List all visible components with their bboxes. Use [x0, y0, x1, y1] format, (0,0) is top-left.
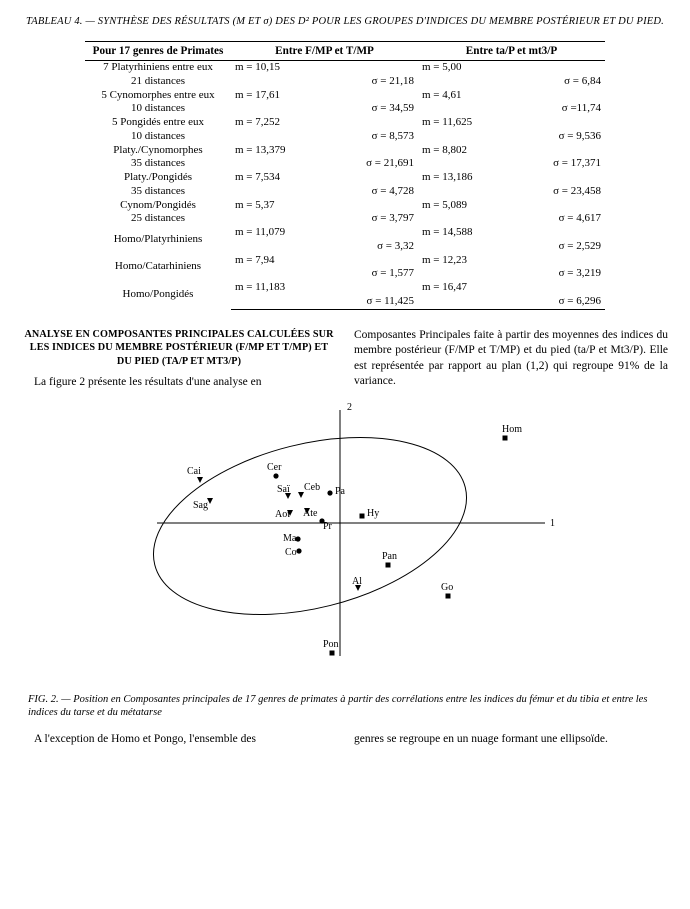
svg-text:Co: Co [285, 547, 297, 558]
analysis-text-left: La figure 2 présente les résultats d'une… [22, 375, 336, 391]
svg-text:1: 1 [550, 518, 555, 529]
m-value: m = 13,379 [231, 144, 418, 158]
svg-text:Pr: Pr [323, 521, 333, 532]
m-value: m = 11,625 [418, 116, 605, 130]
sigma-value: σ = 4,617 [418, 212, 605, 226]
svg-text:Al: Al [352, 576, 362, 587]
row-label: 5 Pongidés entre eux10 distances [85, 116, 231, 144]
svg-text:Cer: Cer [267, 462, 282, 473]
analysis-paragraph: ANALYSE EN COMPOSANTES PRINCIPALES CALCU… [22, 328, 668, 391]
m-value: m = 10,15 [231, 61, 418, 75]
sigma-value: σ = 6,84 [418, 75, 605, 89]
svg-text:Saï: Saï [277, 484, 290, 495]
m-value: m = 7,534 [231, 171, 418, 185]
svg-text:Aot: Aot [275, 509, 290, 520]
sigma-value: σ = 3,219 [418, 267, 605, 281]
bottom-text-right: genres se regroupe en un nuage formant u… [354, 732, 668, 748]
svg-text:Pan: Pan [382, 551, 397, 562]
sigma-value: σ = 34,59 [231, 102, 418, 116]
pca-scatter-plot: 1 2 Hom Cai Sag Cer Ceb Saï Pa Aot Ate Pr Hy Ma Co Pan A… [115, 398, 575, 678]
m-value: m = 7,94 [231, 254, 418, 268]
sigma-value: σ = 21,18 [231, 75, 418, 89]
col-header-3: Entre ta/P et mt3/P [418, 42, 605, 61]
svg-text:Hy: Hy [367, 508, 379, 519]
m-value: m = 4,61 [418, 89, 605, 103]
m-value: m = 8,802 [418, 144, 605, 158]
col-header-1: Pour 17 genres de Primates [85, 42, 231, 61]
sigma-value: σ = 23,458 [418, 185, 605, 199]
m-value: m = 12,23 [418, 254, 605, 268]
m-value: m = 5,089 [418, 199, 605, 213]
m-value: m = 5,37 [231, 199, 418, 213]
results-table: Pour 17 genres de Primates Entre F/MP et… [85, 41, 605, 310]
row-label: 7 Platyrhiniens entre eux21 distances [85, 61, 231, 89]
row-label: Homo/Pongidés [85, 281, 231, 309]
svg-text:Go: Go [441, 582, 453, 593]
row-label: Homo/Catarhiniens [85, 254, 231, 282]
m-value: m = 16,47 [418, 281, 605, 295]
row-label: 5 Cynomorphes entre eux10 distances [85, 89, 231, 117]
bottom-paragraph: A l'exception de Homo et Pongo, l'ensemb… [22, 732, 668, 748]
sigma-value: σ = 11,425 [231, 295, 418, 309]
page: TABLEAU 4. — SYNTHÈSE DES RÉSULTATS (M E… [0, 0, 690, 909]
svg-text:Hom: Hom [502, 424, 522, 435]
sigma-value: σ = 1,577 [231, 267, 418, 281]
svg-text:Ceb: Ceb [304, 482, 320, 493]
sigma-value: σ = 17,371 [418, 157, 605, 171]
analysis-heading: ANALYSE EN COMPOSANTES PRINCIPALES CALCU… [22, 328, 336, 369]
sigma-value: σ = 21,691 [231, 157, 418, 171]
figure-2: 1 2 Hom Cai Sag Cer Ceb Saï Pa Aot Ate Pr Hy Ma Co Pan A… [22, 398, 668, 683]
m-value: m = 13,186 [418, 171, 605, 185]
col-header-2: Entre F/MP et T/MP [231, 42, 418, 61]
sigma-value: σ = 2,529 [418, 240, 605, 254]
bottom-text-left: A l'exception de Homo et Pongo, l'ensemb… [22, 732, 336, 748]
sigma-value: σ = 4,728 [231, 185, 418, 199]
svg-text:Sag: Sag [193, 500, 208, 511]
sigma-value: σ = 3,797 [231, 212, 418, 226]
row-label: Platy./Pongidés35 distances [85, 171, 231, 199]
sigma-value: σ = 3,32 [231, 240, 418, 254]
figure-caption: FIG. 2. — Position en Composantes princi… [28, 693, 662, 719]
svg-text:Pa: Pa [335, 486, 346, 497]
m-value: m = 11,183 [231, 281, 418, 295]
sigma-value: σ = 9,536 [418, 130, 605, 144]
analysis-text-right: Composantes Principales faite à partir d… [354, 328, 668, 391]
row-label: Cynom/Pongidés25 distances [85, 199, 231, 227]
svg-text:Pon: Pon [323, 639, 339, 650]
table-caption: TABLEAU 4. — SYNTHÈSE DES RÉSULTATS (M E… [22, 16, 668, 27]
m-value: m = 17,61 [231, 89, 418, 103]
m-value: m = 7,252 [231, 116, 418, 130]
m-value: m = 14,588 [418, 226, 605, 240]
m-value: m = 5,00 [418, 61, 605, 75]
sigma-value: σ = 6,296 [418, 295, 605, 309]
row-label: Homo/Platyrhiniens [85, 226, 231, 254]
svg-text:Cai: Cai [187, 466, 201, 477]
m-value: m = 11,079 [231, 226, 418, 240]
svg-text:Ma: Ma [283, 533, 297, 544]
sigma-value: σ =11,74 [418, 102, 605, 116]
row-label: Platy./Cynomorphes35 distances [85, 144, 231, 172]
sigma-value: σ = 8,573 [231, 130, 418, 144]
svg-text:2: 2 [347, 402, 352, 413]
svg-text:Ate: Ate [303, 508, 318, 519]
